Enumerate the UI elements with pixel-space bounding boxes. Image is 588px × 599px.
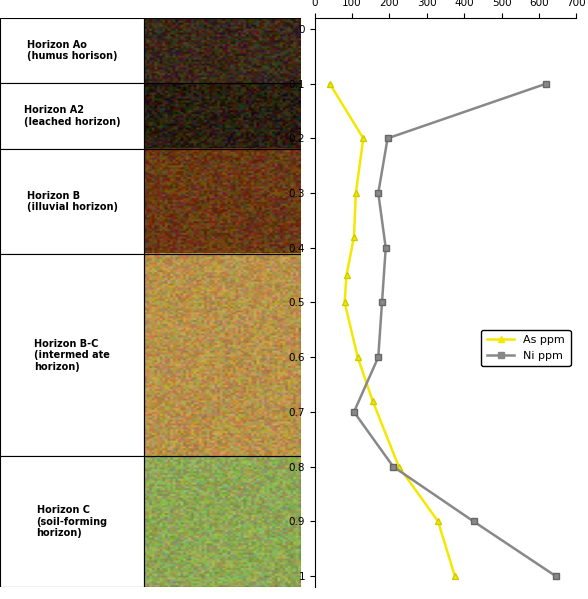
Bar <box>144 149 300 254</box>
Bar <box>144 18 300 83</box>
As ppm <box>369 397 376 404</box>
Text: Horizon Ao
(humus horison): Horizon Ao (humus horison) <box>27 40 118 62</box>
Text: Horizon A2
(leached horizon): Horizon A2 (leached horizon) <box>24 105 121 127</box>
As ppm <box>343 271 350 279</box>
As ppm <box>435 518 442 525</box>
As ppm <box>341 299 348 306</box>
As ppm <box>360 135 367 142</box>
Ni ppm <box>375 353 382 361</box>
As ppm <box>350 233 358 240</box>
Text: Horizon B
(illuvial horizon): Horizon B (illuvial horizon) <box>26 190 118 212</box>
Bar <box>0 18 144 83</box>
Ni ppm <box>384 135 391 142</box>
As ppm <box>326 80 333 87</box>
Ni ppm <box>379 299 386 306</box>
As ppm <box>452 573 459 580</box>
Line: Ni ppm: Ni ppm <box>350 80 559 580</box>
Bar <box>0 149 144 254</box>
Bar <box>0 83 144 149</box>
Ni ppm <box>470 518 477 525</box>
Line: As ppm: As ppm <box>326 80 458 580</box>
Bar <box>0 456 144 587</box>
Text: Horizon C
(soil-forming
horizon): Horizon C (soil-forming horizon) <box>36 505 108 538</box>
Ni ppm <box>375 189 382 196</box>
Bar <box>0 254 144 456</box>
Ni ppm <box>390 463 397 470</box>
As ppm <box>352 189 359 196</box>
Text: Horizon B-C
(intermed ate
horizon): Horizon B-C (intermed ate horizon) <box>34 338 110 372</box>
Bar <box>144 83 300 149</box>
Ni ppm <box>552 573 559 580</box>
Bar <box>144 254 300 456</box>
Ni ppm <box>543 80 550 87</box>
Ni ppm <box>382 244 389 252</box>
As ppm <box>354 353 361 361</box>
Bar <box>144 456 300 587</box>
Legend: As ppm, Ni ppm: As ppm, Ni ppm <box>481 329 571 367</box>
As ppm <box>395 463 402 470</box>
Ni ppm <box>350 409 358 416</box>
